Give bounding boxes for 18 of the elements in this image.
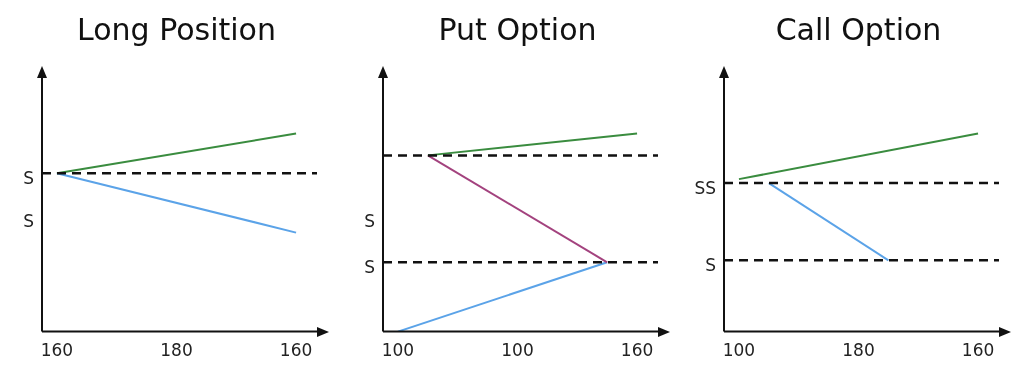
chart-title: Call Option [775, 11, 942, 47]
x-tick-label: 180 [842, 340, 875, 361]
chart-title: Long Position [77, 11, 276, 47]
ref-line-label: S [23, 167, 34, 188]
x-tick-label: 100 [381, 340, 415, 361]
x-tick-label: 160 [279, 340, 313, 361]
x-tick-label: 160 [620, 340, 654, 361]
text: S [364, 211, 375, 232]
ref-line-label: SS [694, 177, 716, 198]
text: S [23, 211, 34, 232]
x-tick-label: 100 [501, 340, 534, 361]
chart-title: Put Option [438, 11, 597, 47]
x-tick-label: 160 [40, 340, 74, 361]
ref-line-label: S [364, 256, 375, 277]
x-tick-label: 100 [722, 340, 756, 361]
ref-line-label: S [705, 254, 716, 275]
x-tick-label: 160 [961, 340, 995, 361]
x-tick-label: 180 [160, 340, 193, 361]
